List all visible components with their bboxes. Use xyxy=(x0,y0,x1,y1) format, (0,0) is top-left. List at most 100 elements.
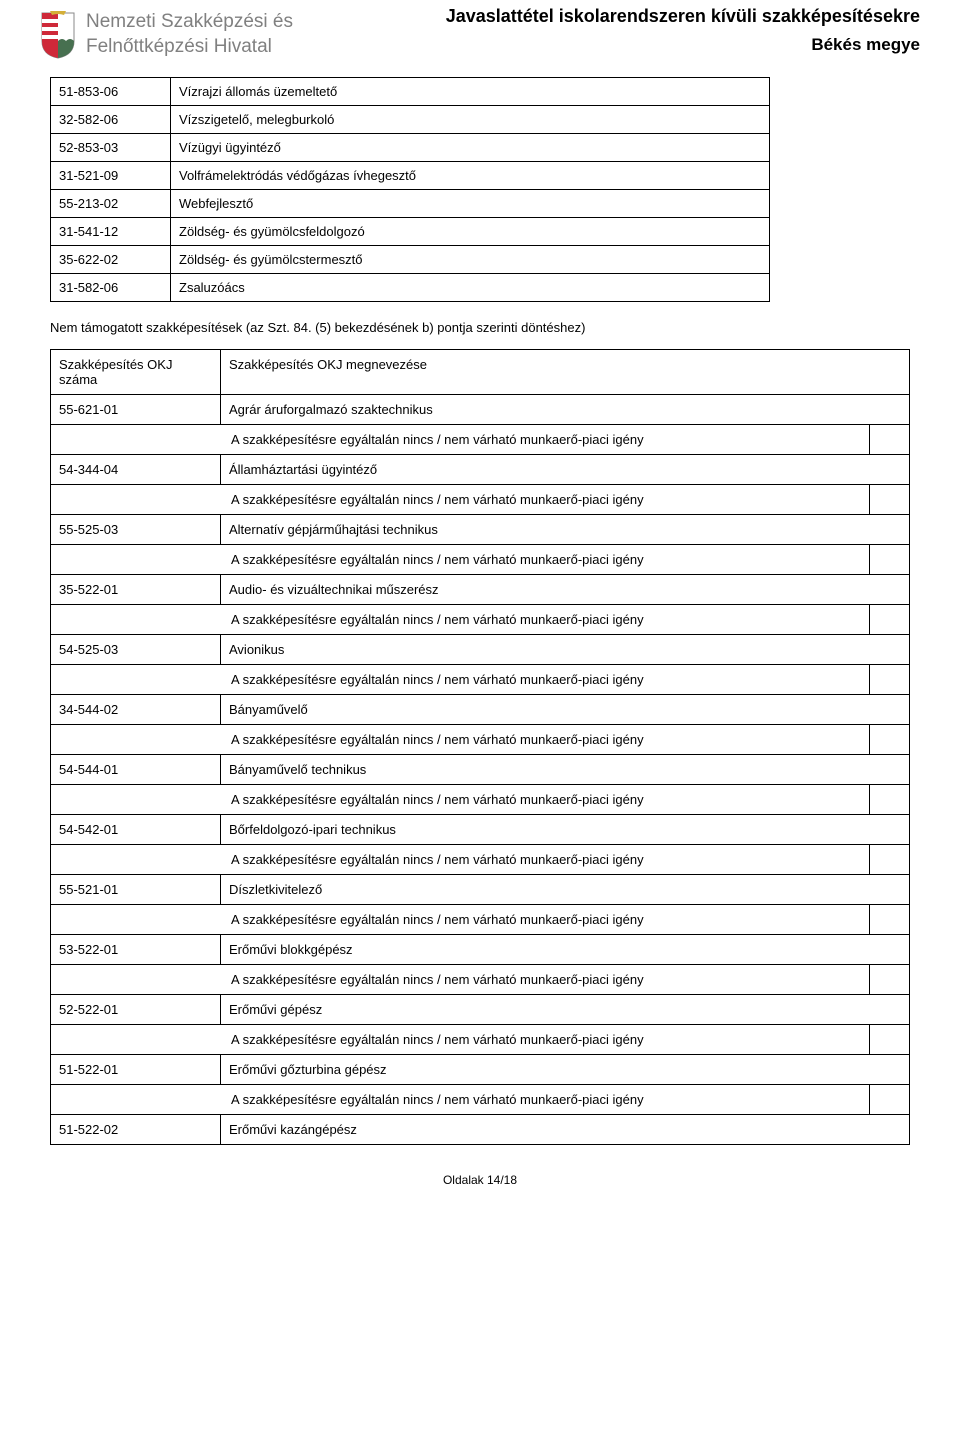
demand-note: A szakképesítésre egyáltalán nincs / nem… xyxy=(51,425,870,455)
table-row: 55-525-03Alternatív gépjárműhajtási tech… xyxy=(51,515,910,545)
demand-row: A szakképesítésre egyáltalán nincs / nem… xyxy=(51,665,910,695)
qualification-code: 54-542-01 xyxy=(51,815,221,845)
demand-note: A szakképesítésre egyáltalán nincs / nem… xyxy=(51,905,870,935)
table-row: 54-542-01Bőrfeldolgozó-ipari technikus xyxy=(51,815,910,845)
demand-tail xyxy=(870,425,910,455)
demand-row: A szakképesítésre egyáltalán nincs / nem… xyxy=(51,425,910,455)
table-row: 54-544-01Bányaművelő technikus xyxy=(51,755,910,785)
qualification-name: Avionikus xyxy=(221,635,910,665)
org-name-line1: Nemzeti Szakképzési és xyxy=(86,10,293,35)
qualification-name: Bőrfeldolgozó-ipari technikus xyxy=(221,815,910,845)
demand-note: A szakképesítésre egyáltalán nincs / nem… xyxy=(51,605,870,635)
table-row: 55-521-01Díszletkivitelező xyxy=(51,875,910,905)
demand-row: A szakképesítésre egyáltalán nincs / nem… xyxy=(51,785,910,815)
org-name-line2: Felnőttképzési Hivatal xyxy=(86,35,293,60)
logo-block: Nemzeti Szakképzési és Felnőttképzési Hi… xyxy=(40,10,293,59)
table-row: 54-525-03Avionikus xyxy=(51,635,910,665)
table-row: 32-582-06Vízszigetelő, melegburkoló xyxy=(51,106,770,134)
qualification-name: Audio- és vizuáltechnikai műszerész xyxy=(221,575,910,605)
table-header-row: Szakképesítés OKJ számaSzakképesítés OKJ… xyxy=(51,350,910,395)
qualification-name: Zsaluzóács xyxy=(171,274,770,302)
table-row: 51-853-06Vízrajzi állomás üzemeltető xyxy=(51,78,770,106)
qualification-name: Vízszigetelő, melegburkoló xyxy=(171,106,770,134)
hungary-crest-icon xyxy=(40,11,76,59)
table-row: 34-544-02Bányaművelő xyxy=(51,695,910,725)
demand-tail xyxy=(870,1085,910,1115)
page-subtitle: Békés megye xyxy=(446,35,920,55)
qualification-name: Zöldség- és gyümölcsfeldolgozó xyxy=(171,218,770,246)
table-row: 35-522-01Audio- és vizuáltechnikai műsze… xyxy=(51,575,910,605)
qualification-code: 52-853-03 xyxy=(51,134,171,162)
qualification-code: 31-582-06 xyxy=(51,274,171,302)
qualification-name: Erőművi gőzturbina gépész xyxy=(221,1055,910,1085)
qualification-code: 32-582-06 xyxy=(51,106,171,134)
demand-row: A szakképesítésre egyáltalán nincs / nem… xyxy=(51,1025,910,1055)
demand-row: A szakképesítésre egyáltalán nincs / nem… xyxy=(51,605,910,635)
page-title: Javaslattétel iskolarendszeren kívüli sz… xyxy=(446,6,920,27)
qualification-name: Erőművi gépész xyxy=(221,995,910,1025)
org-name: Nemzeti Szakképzési és Felnőttképzési Hi… xyxy=(86,10,293,59)
demand-tail xyxy=(870,665,910,695)
table-row: 54-344-04Államháztartási ügyintéző xyxy=(51,455,910,485)
qualification-name: Bányaművelő technikus xyxy=(221,755,910,785)
qualification-code: 51-522-01 xyxy=(51,1055,221,1085)
qualification-code: 34-544-02 xyxy=(51,695,221,725)
demand-tail xyxy=(870,905,910,935)
demand-row: A szakképesítésre egyáltalán nincs / nem… xyxy=(51,545,910,575)
table-row: 55-621-01Agrár áruforgalmazó szaktechnik… xyxy=(51,395,910,425)
demand-note: A szakképesítésre egyáltalán nincs / nem… xyxy=(51,965,870,995)
qualification-code: 54-544-01 xyxy=(51,755,221,785)
demand-tail xyxy=(870,785,910,815)
demand-note: A szakképesítésre egyáltalán nincs / nem… xyxy=(51,485,870,515)
qualification-code: 31-521-09 xyxy=(51,162,171,190)
qualification-name: Bányaművelő xyxy=(221,695,910,725)
qualification-code: 55-525-03 xyxy=(51,515,221,545)
demand-note: A szakképesítésre egyáltalán nincs / nem… xyxy=(51,545,870,575)
page-header: Nemzeti Szakképzési és Felnőttképzési Hi… xyxy=(0,0,960,59)
qualification-code: 52-522-01 xyxy=(51,995,221,1025)
demand-note: A szakképesítésre egyáltalán nincs / nem… xyxy=(51,785,870,815)
demand-row: A szakképesítésre egyáltalán nincs / nem… xyxy=(51,965,910,995)
demand-row: A szakképesítésre egyáltalán nincs / nem… xyxy=(51,485,910,515)
section-note: Nem támogatott szakképesítések (az Szt. … xyxy=(50,320,910,335)
qualification-name: Erőművi blokkgépész xyxy=(221,935,910,965)
qualification-code: 35-622-02 xyxy=(51,246,171,274)
demand-note: A szakképesítésre egyáltalán nincs / nem… xyxy=(51,845,870,875)
table-row: 31-521-09Volfrámelektródás védőgázas ívh… xyxy=(51,162,770,190)
table-row: 35-622-02Zöldség- és gyümölcstermesztő xyxy=(51,246,770,274)
table-row: 52-522-01Erőművi gépész xyxy=(51,995,910,1025)
top-table: 51-853-06Vízrajzi állomás üzemeltető32-5… xyxy=(50,77,770,302)
demand-row: A szakképesítésre egyáltalán nincs / nem… xyxy=(51,725,910,755)
table-row: 51-522-02Erőművi kazángépész xyxy=(51,1115,910,1145)
qualification-code: 31-541-12 xyxy=(51,218,171,246)
qualification-name: Államháztartási ügyintéző xyxy=(221,455,910,485)
demand-tail xyxy=(870,485,910,515)
qualification-name: Vízrajzi állomás üzemeltető xyxy=(171,78,770,106)
demand-tail xyxy=(870,965,910,995)
table-row: 53-522-01Erőművi blokkgépész xyxy=(51,935,910,965)
qualification-code: 55-621-01 xyxy=(51,395,221,425)
qualification-name: Alternatív gépjárműhajtási technikus xyxy=(221,515,910,545)
demand-row: A szakképesítésre egyáltalán nincs / nem… xyxy=(51,905,910,935)
demand-tail xyxy=(870,845,910,875)
qualification-name: Webfejlesztő xyxy=(171,190,770,218)
qualification-name: Erőművi kazángépész xyxy=(221,1115,910,1145)
demand-note: A szakképesítésre egyáltalán nincs / nem… xyxy=(51,1085,870,1115)
table-row: 51-522-01Erőművi gőzturbina gépész xyxy=(51,1055,910,1085)
content: 51-853-06Vízrajzi állomás üzemeltető32-5… xyxy=(0,59,960,1145)
qualification-name: Zöldség- és gyümölcstermesztő xyxy=(171,246,770,274)
header-code: Szakképesítés OKJ száma xyxy=(51,350,221,395)
qualification-code: 35-522-01 xyxy=(51,575,221,605)
table-row: 31-541-12Zöldség- és gyümölcsfeldolgozó xyxy=(51,218,770,246)
table-row: 52-853-03Vízügyi ügyintéző xyxy=(51,134,770,162)
qualification-code: 54-344-04 xyxy=(51,455,221,485)
demand-row: A szakképesítésre egyáltalán nincs / nem… xyxy=(51,1085,910,1115)
demand-note: A szakképesítésre egyáltalán nincs / nem… xyxy=(51,1025,870,1055)
demand-tail xyxy=(870,1025,910,1055)
qualification-code: 54-525-03 xyxy=(51,635,221,665)
demand-tail xyxy=(870,725,910,755)
demand-tail xyxy=(870,545,910,575)
main-table: Szakképesítés OKJ számaSzakképesítés OKJ… xyxy=(50,349,910,1145)
qualification-code: 53-522-01 xyxy=(51,935,221,965)
demand-note: A szakképesítésre egyáltalán nincs / nem… xyxy=(51,665,870,695)
